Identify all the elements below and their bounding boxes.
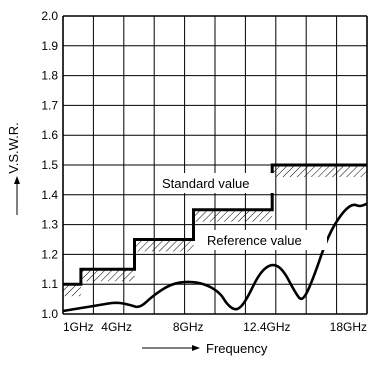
grid	[62, 15, 368, 315]
x-axis-arrow-head	[192, 345, 200, 351]
y-tick-label: 1.8	[41, 69, 58, 83]
y-tick-label: 1.7	[41, 98, 58, 112]
x-tick-label: 1GHz	[63, 320, 94, 334]
reference-label-bg	[203, 230, 327, 250]
y-tick-label: 1.0	[41, 307, 58, 321]
y-tick-label: 1.1	[41, 277, 58, 291]
x-tick-label: 12.4GHz	[243, 320, 290, 334]
y-tick-label: 1.6	[41, 128, 58, 142]
standard-value-label: Standard value	[162, 176, 249, 191]
reference-value-curve	[62, 202, 368, 313]
standard-label-bg	[158, 173, 274, 193]
tolerance-hatch-band	[134, 239, 194, 252]
reference-value-label: Reference value	[207, 233, 302, 248]
y-tick-label: 1.9	[41, 39, 58, 53]
y-tick-label: 1.2	[41, 247, 58, 261]
y-tick-label: 1.3	[41, 218, 58, 232]
tolerance-hatch-band	[272, 165, 367, 177]
x-tick-label: 4GHz	[101, 320, 132, 334]
tolerance-hatch-band	[63, 284, 81, 297]
y-axis-arrow-head	[14, 176, 20, 184]
tolerance-hatching	[63, 165, 367, 297]
x-tick-labels: 1GHz 4GHz 8GHz 12.4GHz 18GHz	[63, 320, 367, 334]
y-axis-title: V.S.W.R.	[6, 122, 21, 174]
x-tick-label: 18GHz	[330, 320, 367, 334]
tolerance-hatch-band	[80, 269, 135, 282]
y-tick-label: 1.5	[41, 158, 58, 172]
x-tick-label: 8GHz	[173, 320, 204, 334]
y-tick-label: 2.0	[41, 9, 58, 23]
x-axis-title: Frequency	[206, 341, 268, 356]
y-tick-labels: 1.0 1.1 1.2 1.3 1.4 1.5 1.6 1.7 1.8 1.9 2.0	[41, 9, 58, 321]
y-tick-label: 1.4	[41, 188, 58, 202]
tolerance-hatch-band	[193, 209, 273, 222]
